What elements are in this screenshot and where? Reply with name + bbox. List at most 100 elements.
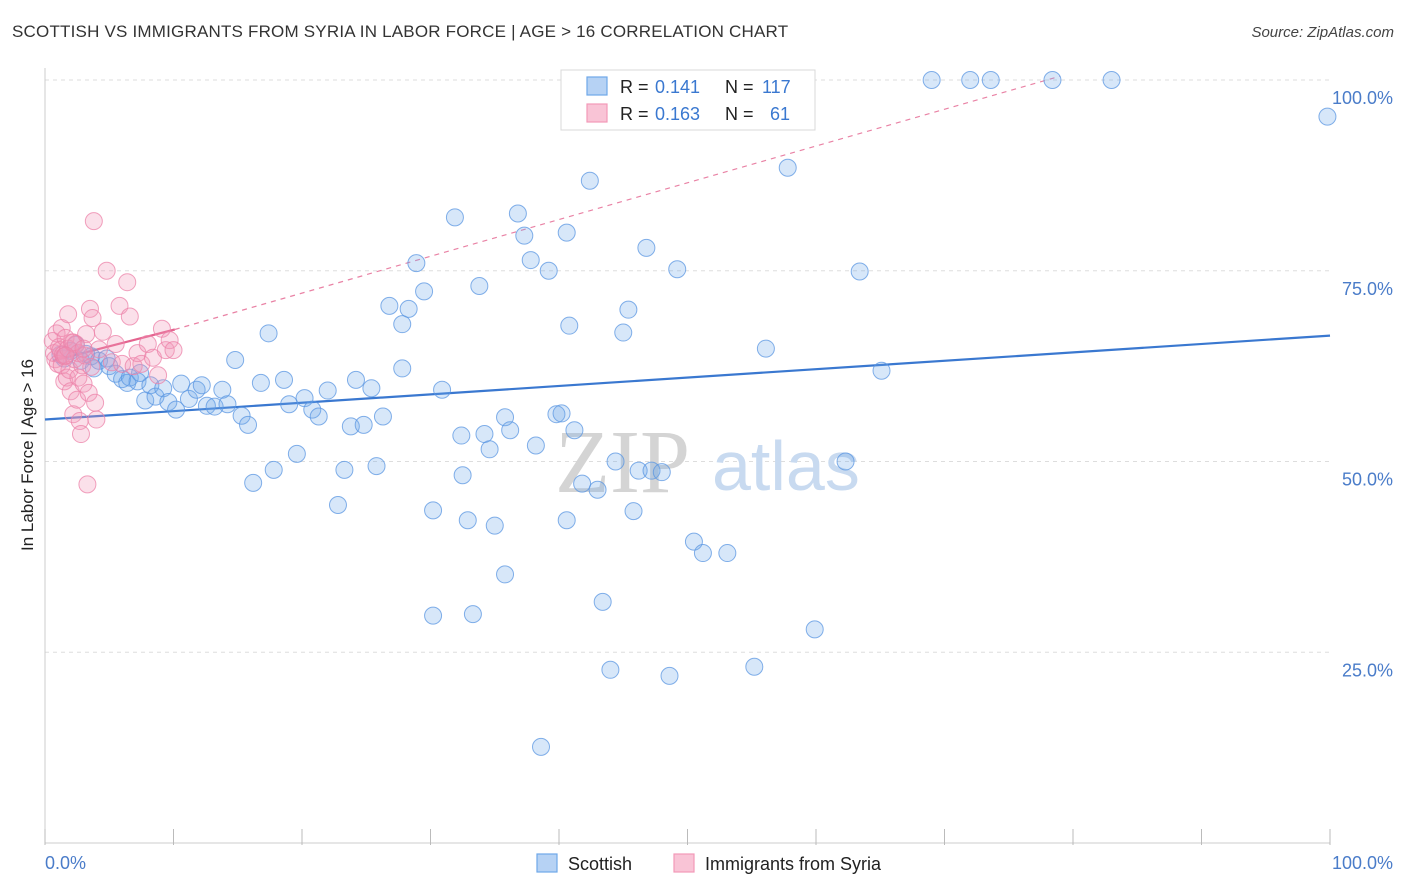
scottish-point-54: [393, 315, 412, 334]
syria-point-22: [68, 390, 87, 409]
scottish-point-63: [452, 426, 471, 445]
scottish-point-93: [619, 300, 638, 319]
scottish-point-106: [778, 158, 797, 177]
scottish-point-85: [565, 421, 584, 440]
bottom-legend: Scottish Immigrants from Syria: [536, 853, 882, 874]
scottish-point-55: [393, 359, 412, 378]
scottish-point-102: [693, 544, 712, 563]
scottish-point-84: [560, 316, 579, 335]
bottom-legend-label-syria: Immigrants from Syria: [705, 854, 882, 874]
scottish-point-44: [318, 381, 337, 400]
syria-points: [43, 212, 183, 494]
syria-point-53: [149, 366, 168, 385]
scottish-point-32: [232, 406, 251, 425]
scottish-point-114: [1043, 71, 1062, 89]
syria-point-50: [132, 354, 151, 373]
scottish-point-76: [521, 251, 540, 270]
legend-r-value-1: 0.141: [655, 77, 700, 97]
scottish-point-95: [629, 461, 648, 480]
scottish-point-21: [159, 392, 178, 411]
scottish-point-110: [872, 361, 891, 380]
scottish-point-51: [367, 457, 386, 476]
legend-n-label-1: N =: [725, 77, 754, 97]
syria-point-43: [106, 334, 125, 353]
scottish-point-69: [480, 440, 499, 459]
scottish-point-72: [496, 565, 515, 584]
syria-point-34: [82, 357, 101, 376]
scottish-point-38: [275, 370, 294, 389]
scottish-point-62: [445, 208, 464, 227]
syria-point-47: [120, 307, 139, 326]
stats-legend: R = 0.141 N = 117 R = 0.163 N = 61: [560, 69, 816, 131]
syria-trend-line-extended: [174, 75, 1061, 331]
scottish-point-60: [424, 606, 443, 625]
scottish-point-67: [470, 277, 489, 296]
scottish-point-61: [433, 380, 452, 399]
scottish-point-65: [458, 511, 477, 530]
scottish-point-37: [264, 460, 283, 479]
legend-n-value-1: 117: [762, 77, 791, 97]
source-credit: Source: ZipAtlas.com: [1251, 24, 1394, 41]
scottish-point-99: [660, 666, 679, 685]
scottish-point-78: [532, 737, 551, 756]
scottish-point-23: [172, 374, 191, 393]
scottish-point-77: [526, 436, 545, 455]
scottish-point-47: [341, 417, 360, 436]
legend-n-label-2: N =: [725, 104, 754, 124]
scottish-point-58: [415, 282, 434, 301]
syria-point-59: [56, 346, 75, 365]
scottish-point-57: [407, 254, 426, 273]
y-tick-label-2: 75.0%: [1342, 279, 1393, 299]
scottish-point-87: [580, 171, 599, 190]
scottish-trend-line: [44, 334, 1331, 421]
x-tick-label-0: 0.0%: [45, 853, 86, 873]
x-tick-label-1: 100.0%: [1332, 853, 1393, 873]
scottish-point-113: [981, 71, 1000, 89]
legend-r-value-2: 0.163: [655, 104, 700, 124]
scottish-point-50: [362, 379, 381, 398]
syria-point-40: [93, 322, 112, 341]
y-tick-labels: 25.0% 50.0% 75.0% 100.0%: [1332, 88, 1393, 680]
syria-point-57: [164, 341, 183, 360]
watermark-atlas: atlas: [712, 427, 860, 505]
scottish-point-68: [475, 425, 494, 444]
scottish-point-53: [380, 296, 399, 315]
y-tick-label-1: 50.0%: [1342, 470, 1393, 490]
scottish-point-26: [192, 376, 211, 395]
scottish-point-46: [335, 460, 354, 479]
syria-point-38: [87, 410, 106, 429]
syria-point-19: [64, 405, 83, 424]
legend-r-label-2: R =: [620, 104, 649, 124]
scottish-point-109: [850, 262, 869, 281]
scottish-point-89: [593, 592, 612, 611]
scottish-point-86: [573, 474, 592, 493]
syria-point-45: [113, 354, 132, 373]
scottish-point-39: [280, 395, 299, 414]
scottish-point-49: [354, 415, 373, 434]
syria-point-26: [71, 425, 90, 444]
scottish-point-112: [961, 71, 980, 89]
scottish-point-48: [346, 370, 365, 389]
scottish-point-29: [213, 380, 232, 399]
watermark: ZIP atlas: [555, 413, 860, 512]
syria-point-36: [84, 212, 103, 231]
scottish-point-100: [668, 260, 687, 279]
scottish-point-105: [756, 339, 775, 358]
scottish-point-27: [197, 396, 216, 415]
scottish-point-56: [399, 299, 418, 318]
syria-point-46: [118, 273, 137, 292]
syria-point-35: [83, 309, 102, 328]
scottish-point-70: [485, 516, 504, 535]
scottish-point-79: [539, 261, 558, 280]
scottish-point-45: [328, 495, 347, 514]
legend-swatch-syria: [586, 103, 608, 123]
scottish-point-52: [373, 407, 392, 426]
y-tick-label-3: 100.0%: [1332, 88, 1393, 108]
scottish-point-42: [303, 400, 322, 419]
scottish-point-104: [745, 657, 764, 676]
syria-point-31: [78, 475, 97, 494]
scottish-point-33: [239, 415, 258, 434]
scottish-point-107: [805, 620, 824, 639]
scottish-point-73: [501, 421, 520, 440]
